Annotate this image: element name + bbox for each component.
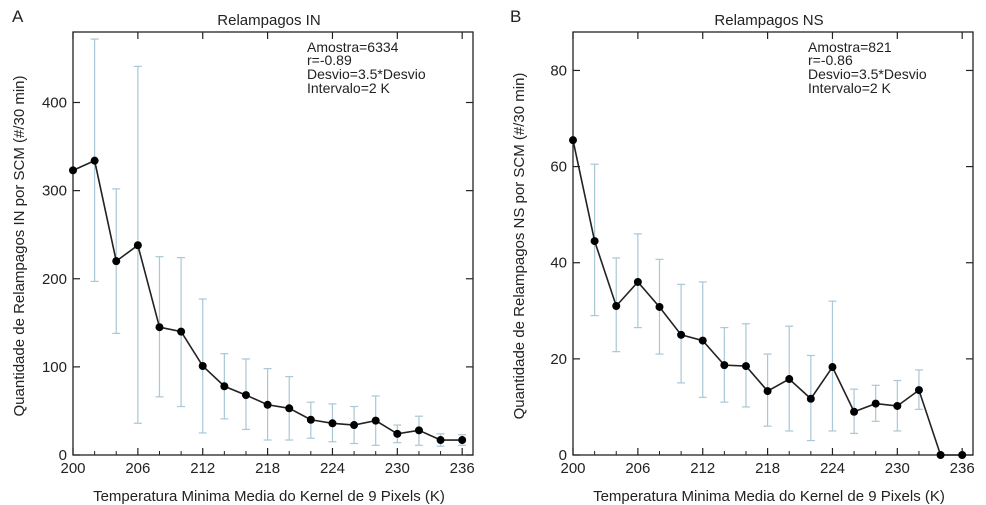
annotation-sample: Amostra=6334: [307, 39, 399, 55]
data-point: [569, 136, 577, 145]
panel-a: A Relampagos IN Quantidade de Relampagos…: [11, 7, 475, 505]
y-tick-label: 0: [559, 447, 567, 464]
panel-b: B Relampagos NS Quantidade de Relampagos…: [510, 7, 975, 505]
x-tick-label: 224: [820, 460, 845, 477]
y-tick-label: 300: [42, 183, 67, 200]
x-tick-label: 224: [320, 460, 345, 477]
y-axis-label: Quantidade de Relampagos NS por SCM (#/3…: [511, 73, 528, 420]
data-point: [90, 156, 99, 165]
data-point: [763, 387, 772, 396]
data-point: [198, 361, 207, 370]
y-tick-label: 40: [550, 255, 567, 272]
y-tick-label: 400: [42, 95, 67, 112]
x-tick-label: 212: [690, 460, 715, 477]
x-tick-label: 200: [60, 460, 85, 477]
data-point: [806, 394, 815, 403]
y-tick-label: 100: [42, 359, 67, 376]
x-tick-label: 212: [190, 460, 215, 477]
chart-title: Relampagos IN: [217, 12, 320, 29]
annotation-interval: Intervalo=2 K: [307, 80, 391, 96]
data-point: [698, 336, 707, 345]
data-point: [285, 404, 294, 413]
x-axis-label: Temperatura Minima Media do Kernel de 9 …: [93, 488, 445, 505]
y-tick-label: 80: [550, 62, 567, 79]
panel-label: A: [12, 7, 24, 26]
plot-frame: [72, 31, 474, 456]
x-tick-label: 206: [125, 460, 150, 477]
x-tick-label: 236: [450, 460, 475, 477]
data-point: [112, 257, 121, 266]
data-point: [590, 237, 599, 246]
data-point: [458, 436, 467, 445]
data-point: [893, 401, 902, 410]
data-point: [871, 399, 880, 408]
annotation-block: Amostra=821 r=-0.86 Desvio=3.5*Desvio In…: [808, 39, 927, 96]
data-point: [720, 361, 729, 370]
data-point: [220, 382, 229, 391]
plot-frame: [572, 31, 974, 456]
annotation-deviation: Desvio=3.5*Desvio: [808, 66, 927, 82]
panel-label: B: [510, 7, 521, 26]
x-tick-label: 218: [255, 460, 280, 477]
data-point: [677, 330, 686, 339]
data-point: [936, 451, 945, 459]
data-point: [958, 451, 967, 459]
data-point: [612, 301, 621, 310]
x-tick-label: 236: [950, 460, 975, 477]
annotation-correlation: r=-0.86: [808, 52, 853, 68]
data-point: [306, 415, 315, 424]
annotation-interval: Intervalo=2 K: [808, 80, 892, 96]
data-point: [155, 323, 164, 332]
annotation-correlation: r=-0.89: [307, 52, 352, 68]
data-point: [633, 277, 642, 286]
x-tick-label: 230: [385, 460, 410, 477]
y-tick-label: 60: [550, 159, 567, 176]
data-point: [914, 386, 923, 395]
y-axis-label: Quantidade de Relampagos IN por SCM (#/3…: [11, 75, 28, 416]
x-axis-label: Temperatura Minima Media do Kernel de 9 …: [593, 488, 945, 505]
data-point: [436, 436, 445, 445]
chart-title: Relampagos NS: [714, 12, 823, 29]
data-point: [414, 426, 423, 435]
y-tick-label: 200: [42, 271, 67, 288]
data-point: [350, 421, 359, 430]
x-tick-label: 218: [755, 460, 780, 477]
y-tick-label: 20: [550, 351, 567, 368]
data-point: [328, 419, 337, 428]
data-point: [69, 166, 77, 175]
data-point: [263, 400, 272, 409]
annotation-deviation: Desvio=3.5*Desvio: [307, 66, 426, 82]
data-point: [785, 375, 794, 384]
data-point: [741, 362, 750, 371]
data-point: [371, 416, 380, 425]
data-point: [828, 363, 837, 372]
annotation-block: Amostra=6334 r=-0.89 Desvio=3.5*Desvio I…: [307, 39, 426, 96]
x-tick-label: 200: [560, 460, 585, 477]
y-tick-label: 0: [59, 447, 67, 464]
data-point: [850, 407, 859, 416]
x-tick-label: 230: [885, 460, 910, 477]
annotation-sample: Amostra=821: [808, 39, 892, 55]
data-point: [177, 327, 186, 336]
data-point: [133, 241, 142, 250]
x-tick-label: 206: [625, 460, 650, 477]
data-point: [393, 429, 402, 438]
data-point: [655, 302, 664, 311]
data-point: [241, 391, 250, 400]
